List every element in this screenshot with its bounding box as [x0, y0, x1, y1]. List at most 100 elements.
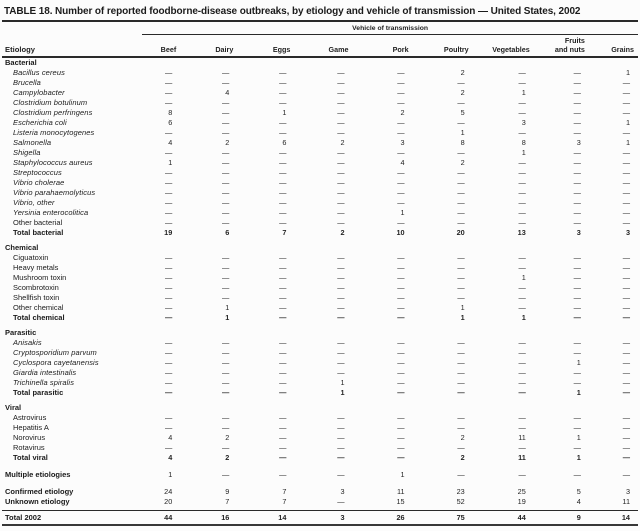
value-cell: 5 — [576, 487, 581, 496]
value-cell: — — [397, 148, 405, 157]
value-cell: — — [279, 433, 287, 442]
value-cell: 3 — [294, 509, 353, 526]
value-cell: 3 — [625, 228, 630, 237]
value-cell: — — [279, 348, 287, 357]
grand-total-row: Total 2002 44 16 14 3 26 75 44 9 14 — [2, 509, 638, 526]
value-cell: — — [164, 68, 173, 77]
value-cell: — — [622, 188, 630, 197]
value-cell: — — [622, 273, 630, 282]
value-cell: — — [222, 188, 230, 197]
value-cell: 1 — [340, 378, 345, 387]
value-cell: — — [397, 423, 405, 432]
value-cell: — — [397, 198, 405, 207]
value-cell: — — [279, 118, 287, 127]
value-cell: 8 — [168, 108, 173, 117]
value-cell: 9 — [225, 487, 230, 496]
value-cell: — — [222, 108, 230, 117]
value-cell: — — [337, 218, 345, 227]
value-cell: 1 — [625, 68, 630, 77]
etiology-label: Parasitic — [5, 328, 37, 337]
value-cell: 1 — [225, 303, 230, 312]
value-cell: — — [279, 188, 287, 197]
value-cell: — — [397, 443, 405, 452]
value-cell: 1 — [625, 138, 630, 147]
value-cell: — — [279, 388, 287, 397]
value-cell: — — [337, 263, 345, 272]
etiology-label: Cyclospora cayetanensis — [13, 358, 99, 367]
etiology-label: Scombrotoxin — [13, 283, 59, 292]
value-cell: 4 — [576, 497, 581, 506]
section-header-row: Parasitic — [2, 328, 638, 338]
value-cell: — — [622, 313, 630, 322]
value-cell: — — [622, 263, 630, 272]
value-cell: — — [518, 470, 526, 479]
value-cell: 16 — [180, 509, 238, 526]
value-cell: 7 — [282, 497, 287, 506]
value-cell: 1 — [521, 313, 526, 322]
value-cell: — — [457, 118, 465, 127]
value-cell: — — [337, 88, 345, 97]
value-cell: — — [518, 358, 526, 367]
value-cell: — — [622, 198, 630, 207]
value-cell: — — [573, 208, 581, 217]
value-cell: — — [222, 128, 230, 137]
value-cell: — — [518, 78, 526, 87]
value-cell: — — [573, 88, 581, 97]
section-total-row: Total chemical — 1 — — — 1 1 — — — [2, 313, 638, 323]
value-cell: 6 — [168, 118, 173, 127]
value-cell: — — [222, 293, 230, 302]
value-cell: — — [164, 98, 173, 107]
table-body: Bacterial Bacillus cereus — — — — —2— —1 Brucell… — [2, 57, 638, 526]
value-cell: — — [337, 68, 345, 77]
value-cell: — — [518, 178, 526, 187]
value-cell: — — [337, 118, 345, 127]
value-cell: 25 — [517, 487, 526, 496]
etiology-row: Rotavirus — — — — — — — — — — [2, 443, 638, 453]
value-cell: 3 — [340, 487, 345, 496]
value-cell: — — [279, 253, 287, 262]
value-cell: — — [622, 283, 630, 292]
value-cell: — — [518, 188, 526, 197]
etiology-row: Other bacterial — — — — — — — — — — [2, 218, 638, 228]
value-cell: — — [457, 98, 465, 107]
value-cell: — — [518, 263, 526, 272]
value-cell: — — [397, 88, 405, 97]
value-cell: — — [397, 378, 405, 387]
value-cell: — — [279, 263, 287, 272]
value-cell: — — [222, 208, 230, 217]
value-cell: — — [279, 293, 287, 302]
value-cell: — — [622, 443, 630, 452]
value-cell: 7 — [282, 487, 287, 496]
value-cell: — — [622, 293, 630, 302]
value-cell: — — [397, 368, 405, 377]
value-cell: 3 — [576, 138, 581, 147]
value-cell: — — [457, 283, 465, 292]
value-cell: — — [397, 293, 405, 302]
value-cell: — — [573, 313, 581, 322]
value-cell: — — [222, 168, 230, 177]
value-cell: 1 — [576, 453, 581, 462]
value-cell: — — [457, 253, 465, 262]
value-cell: — — [164, 178, 173, 187]
value-cell: — — [573, 263, 581, 272]
value-cell: 4 — [168, 453, 173, 462]
etiology-row: Hepatitis A — — — — — — — — — — [2, 423, 638, 433]
column-header-fruits-and-nuts: Fruits and nuts — [533, 34, 589, 58]
value-cell: — — [518, 68, 526, 77]
column-header-poultry: Poultry — [412, 34, 473, 58]
value-cell: — — [622, 178, 630, 187]
value-cell: — — [164, 313, 173, 322]
etiology-row: Listeria monocytogenes — — — — — 1 — — — — [2, 128, 638, 138]
value-cell: — — [164, 423, 173, 432]
value-cell: — — [518, 378, 526, 387]
value-cell: — — [279, 303, 287, 312]
etiology-label: Brucella — [13, 78, 41, 87]
etiology-label: Hepatitis A — [13, 423, 49, 432]
value-cell: 1 — [460, 303, 465, 312]
etiology-row: Other chemical — 1 — — — 1 — — — — [2, 303, 638, 313]
value-cell: — — [337, 453, 345, 462]
value-cell: — — [397, 98, 405, 107]
value-cell: — — [457, 293, 465, 302]
value-cell: — — [337, 188, 345, 197]
etiology-label: Multiple etiologies — [5, 470, 71, 479]
